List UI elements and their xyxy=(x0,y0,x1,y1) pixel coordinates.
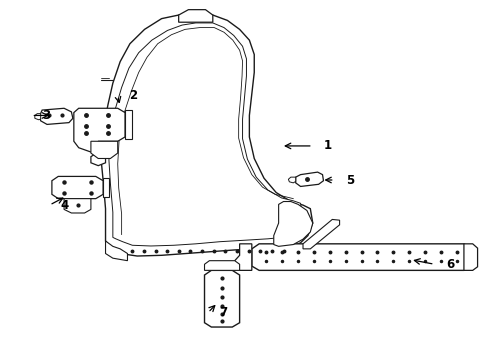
Polygon shape xyxy=(288,177,295,183)
Polygon shape xyxy=(35,114,41,120)
Text: 1: 1 xyxy=(324,139,331,152)
Polygon shape xyxy=(273,202,312,246)
Polygon shape xyxy=(52,176,103,199)
Text: 3: 3 xyxy=(42,109,51,122)
Polygon shape xyxy=(40,108,73,125)
Text: 7: 7 xyxy=(219,306,227,319)
Text: 5: 5 xyxy=(345,174,353,186)
Polygon shape xyxy=(178,10,212,22)
Polygon shape xyxy=(91,141,118,158)
Text: 4: 4 xyxy=(61,199,69,212)
Text: 2: 2 xyxy=(129,89,137,102)
Polygon shape xyxy=(251,244,470,270)
Polygon shape xyxy=(101,15,312,256)
Polygon shape xyxy=(295,172,323,186)
Polygon shape xyxy=(74,108,125,166)
Polygon shape xyxy=(234,244,251,270)
Polygon shape xyxy=(463,244,477,270)
Polygon shape xyxy=(204,270,239,327)
Polygon shape xyxy=(204,261,239,270)
Text: 6: 6 xyxy=(445,258,453,271)
Polygon shape xyxy=(125,110,132,139)
Polygon shape xyxy=(105,241,127,261)
Polygon shape xyxy=(64,199,91,213)
Polygon shape xyxy=(103,178,109,197)
Polygon shape xyxy=(303,220,339,249)
Polygon shape xyxy=(109,23,302,246)
